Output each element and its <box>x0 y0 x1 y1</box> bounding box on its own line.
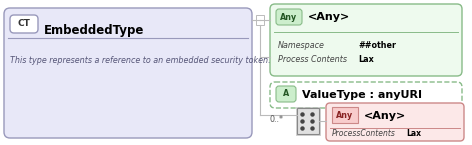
Text: Any: Any <box>280 12 298 21</box>
Text: 0..*: 0..* <box>270 116 284 125</box>
Text: Lax: Lax <box>358 56 374 65</box>
Text: ProcessContents: ProcessContents <box>332 129 396 138</box>
Text: CT: CT <box>17 19 30 29</box>
Text: EmbeddedType: EmbeddedType <box>44 24 144 37</box>
FancyBboxPatch shape <box>326 103 464 141</box>
Text: <Any>: <Any> <box>364 111 406 121</box>
FancyBboxPatch shape <box>270 82 462 108</box>
Text: Lax: Lax <box>406 129 421 138</box>
FancyBboxPatch shape <box>270 4 462 76</box>
Text: ##other: ##other <box>358 40 396 49</box>
Bar <box>296 107 320 135</box>
Text: Process Contents: Process Contents <box>278 56 347 65</box>
Bar <box>297 108 319 134</box>
Bar <box>256 15 264 25</box>
Text: A: A <box>283 89 289 98</box>
FancyBboxPatch shape <box>276 9 302 25</box>
Text: Namespace: Namespace <box>278 40 325 49</box>
Bar <box>332 107 358 123</box>
FancyBboxPatch shape <box>10 15 38 33</box>
Text: This type represents a reference to an embedded security token.: This type represents a reference to an e… <box>10 56 270 65</box>
FancyBboxPatch shape <box>276 86 296 102</box>
Text: <Any>: <Any> <box>308 12 350 22</box>
FancyBboxPatch shape <box>4 8 252 138</box>
Text: ValueType : anyURI: ValueType : anyURI <box>302 90 422 100</box>
Text: Any: Any <box>337 110 354 119</box>
